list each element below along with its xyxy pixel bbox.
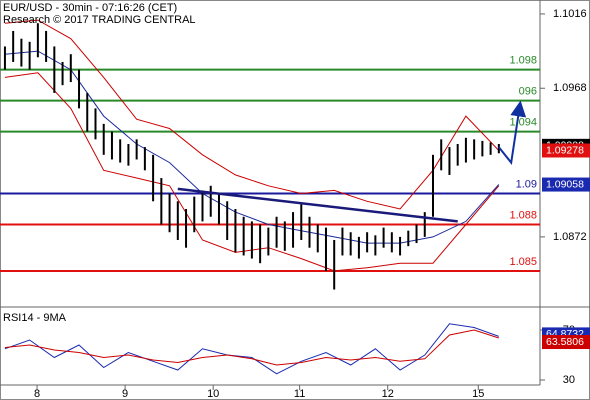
y-tick-label: 1.1016 <box>553 8 587 20</box>
x-tick-label: 9 <box>122 388 128 400</box>
y-tick-label: 1.0872 <box>553 231 587 243</box>
level-label: 096 <box>519 86 537 98</box>
upper-band <box>4 19 500 210</box>
price-box <box>542 143 590 158</box>
rsi-line <box>4 329 499 366</box>
trend-line <box>177 187 458 223</box>
level-label: 1.085 <box>509 256 537 268</box>
chart-title: EUR/USD - 30min - 07:16:26 (CET) <box>3 2 177 14</box>
x-tick-label: 15 <box>472 388 484 400</box>
x-tick-label: 10 <box>207 388 219 400</box>
rsi-line <box>4 323 499 375</box>
x-tick-label: 11 <box>294 388 305 400</box>
level-label: 1.088 <box>509 209 537 221</box>
price-box-label: 1.09278 <box>546 144 584 156</box>
level-label: 1.094 <box>509 117 537 129</box>
level-label: 1.09 <box>516 178 537 190</box>
level-label: 1.098 <box>509 55 537 67</box>
rsi-panel <box>4 323 499 375</box>
y-tick-label: 30 <box>563 374 575 386</box>
y-tick-label: 1.0968 <box>553 82 587 94</box>
x-tick-label: 8 <box>34 388 40 400</box>
x-tick-label: 12 <box>382 388 394 400</box>
price-box <box>542 177 590 192</box>
forecast-arrow <box>498 100 527 166</box>
price-panel <box>0 19 540 290</box>
value-box-label: 63.5806 <box>546 336 584 348</box>
rsi-title: RSI14 - 9MA <box>3 312 67 324</box>
chart-subtitle: Research © 2017 TRADING CENTRAL <box>3 14 196 26</box>
value-box <box>542 335 590 350</box>
overlay: 1.1016 1.0968 1.0872 1.098 096 1.094 1.09 1.088… <box>34 8 590 400</box>
price-box-label: 1.09058 <box>546 178 584 190</box>
